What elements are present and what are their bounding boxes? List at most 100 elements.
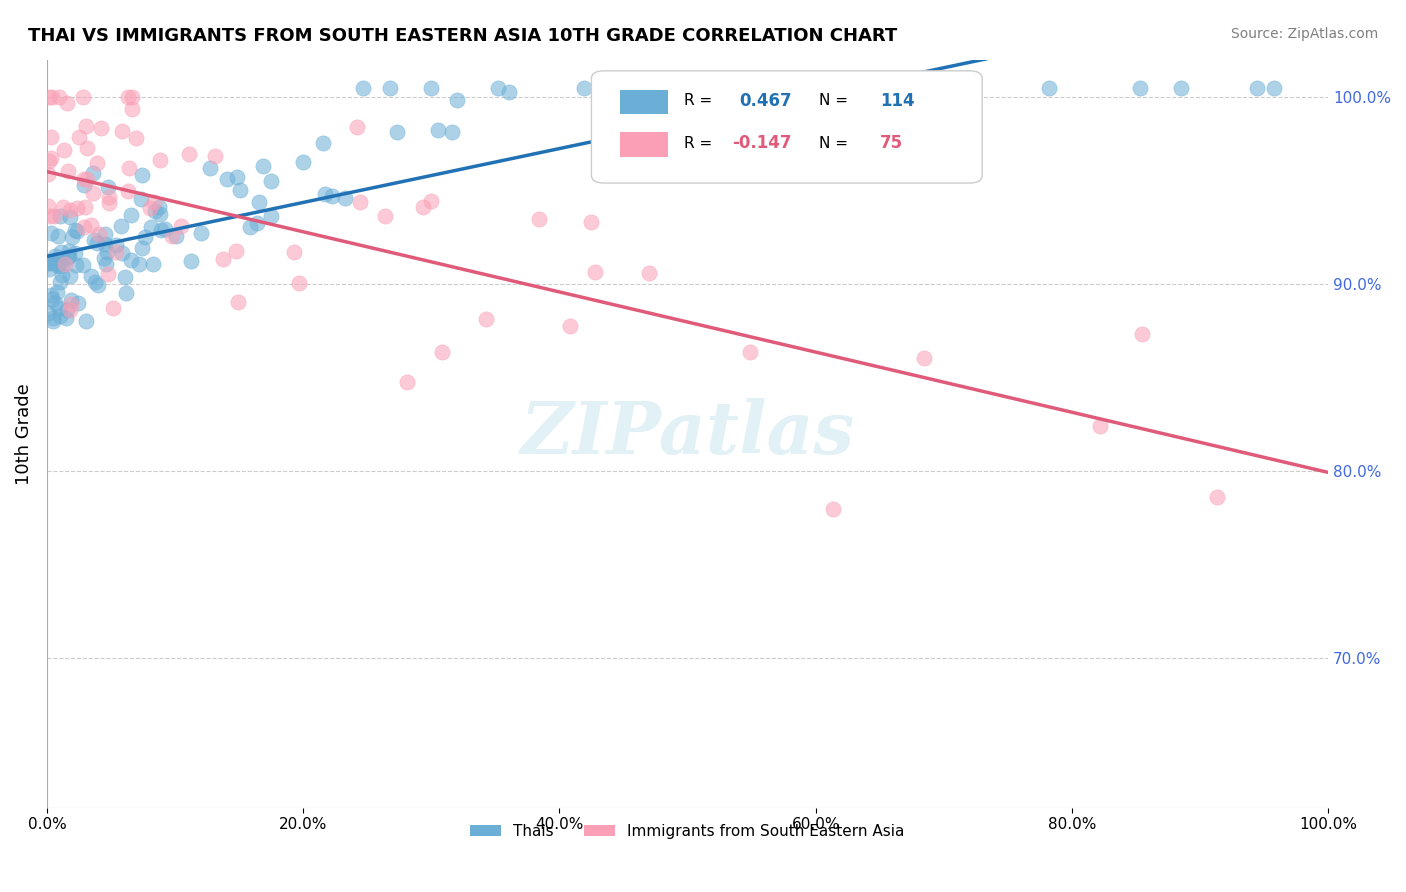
Point	[229, 183, 252, 197]
Point	[73, 220, 96, 235]
Point	[312, 136, 335, 150]
Point	[738, 344, 761, 359]
Point	[1090, 419, 1112, 434]
Point	[52, 200, 75, 214]
Point	[38, 90, 60, 104]
FancyBboxPatch shape	[592, 70, 983, 183]
Point	[55, 311, 77, 326]
Point	[607, 80, 630, 95]
Point	[96, 180, 118, 194]
Point	[38, 153, 60, 168]
Point	[39, 288, 62, 302]
Point	[291, 154, 314, 169]
Point	[94, 257, 117, 271]
Point	[1038, 80, 1060, 95]
Legend: Thais, Immigrants from South Eastern Asia: Thais, Immigrants from South Eastern Asi…	[464, 818, 911, 845]
Point	[572, 80, 595, 95]
Point	[66, 224, 89, 238]
Point	[252, 159, 274, 173]
Point	[143, 195, 166, 210]
Point	[321, 189, 343, 203]
Y-axis label: 10th Grade: 10th Grade	[15, 383, 32, 484]
Point	[170, 219, 193, 233]
Point	[148, 200, 170, 214]
Point	[225, 244, 247, 258]
Point	[246, 216, 269, 230]
Point	[60, 230, 83, 244]
Point	[46, 229, 69, 244]
Point	[73, 200, 96, 214]
Point	[45, 285, 67, 300]
Point	[86, 235, 108, 250]
Point	[150, 223, 173, 237]
Point	[134, 230, 156, 244]
Point	[412, 200, 434, 214]
Point	[56, 302, 79, 317]
Point	[1263, 80, 1285, 95]
Point	[724, 80, 747, 95]
Text: R =: R =	[683, 136, 711, 151]
Point	[75, 314, 97, 328]
Text: Source: ZipAtlas.com: Source: ZipAtlas.com	[1230, 27, 1378, 41]
Point	[41, 130, 63, 145]
Point	[1129, 80, 1152, 95]
Point	[48, 309, 70, 323]
Point	[380, 80, 402, 95]
Point	[59, 203, 82, 218]
Point	[177, 146, 200, 161]
Point	[118, 161, 141, 176]
Point	[48, 90, 70, 104]
Point	[346, 120, 368, 134]
Point	[51, 268, 73, 283]
Point	[117, 90, 139, 104]
Text: 75: 75	[880, 135, 903, 153]
Point	[59, 268, 82, 283]
Point	[41, 292, 63, 306]
Point	[60, 297, 83, 311]
Point	[385, 125, 408, 139]
Point	[430, 344, 453, 359]
Point	[76, 141, 98, 155]
Point	[82, 186, 104, 200]
Point	[139, 219, 162, 234]
Point	[114, 269, 136, 284]
Point	[83, 233, 105, 247]
Point	[143, 203, 166, 218]
Point	[37, 199, 59, 213]
Point	[212, 252, 235, 266]
Point	[38, 256, 60, 270]
Point	[1130, 327, 1153, 342]
Point	[49, 254, 72, 268]
Point	[58, 249, 80, 263]
Point	[59, 293, 82, 307]
Point	[560, 319, 582, 334]
Point	[49, 259, 72, 273]
Point	[44, 249, 66, 263]
Point	[142, 257, 165, 271]
Point	[790, 80, 813, 95]
Point	[939, 80, 962, 95]
Point	[395, 375, 418, 389]
Text: 114: 114	[880, 92, 914, 110]
Point	[215, 172, 238, 186]
Point	[374, 209, 396, 223]
Point	[427, 123, 450, 137]
Point	[49, 209, 72, 223]
Point	[39, 151, 62, 165]
Point	[105, 245, 128, 260]
Point	[131, 192, 153, 206]
Point	[1206, 491, 1229, 505]
Point	[160, 229, 183, 244]
Text: N =: N =	[820, 136, 853, 151]
Point	[90, 120, 112, 135]
Point	[72, 172, 94, 186]
Text: 0.467: 0.467	[738, 92, 792, 110]
Point	[486, 80, 509, 95]
Point	[49, 276, 72, 290]
Point	[1246, 80, 1268, 95]
Point	[672, 80, 695, 95]
Point	[46, 259, 69, 273]
Point	[83, 276, 105, 290]
Point	[446, 93, 468, 107]
Point	[190, 226, 212, 240]
